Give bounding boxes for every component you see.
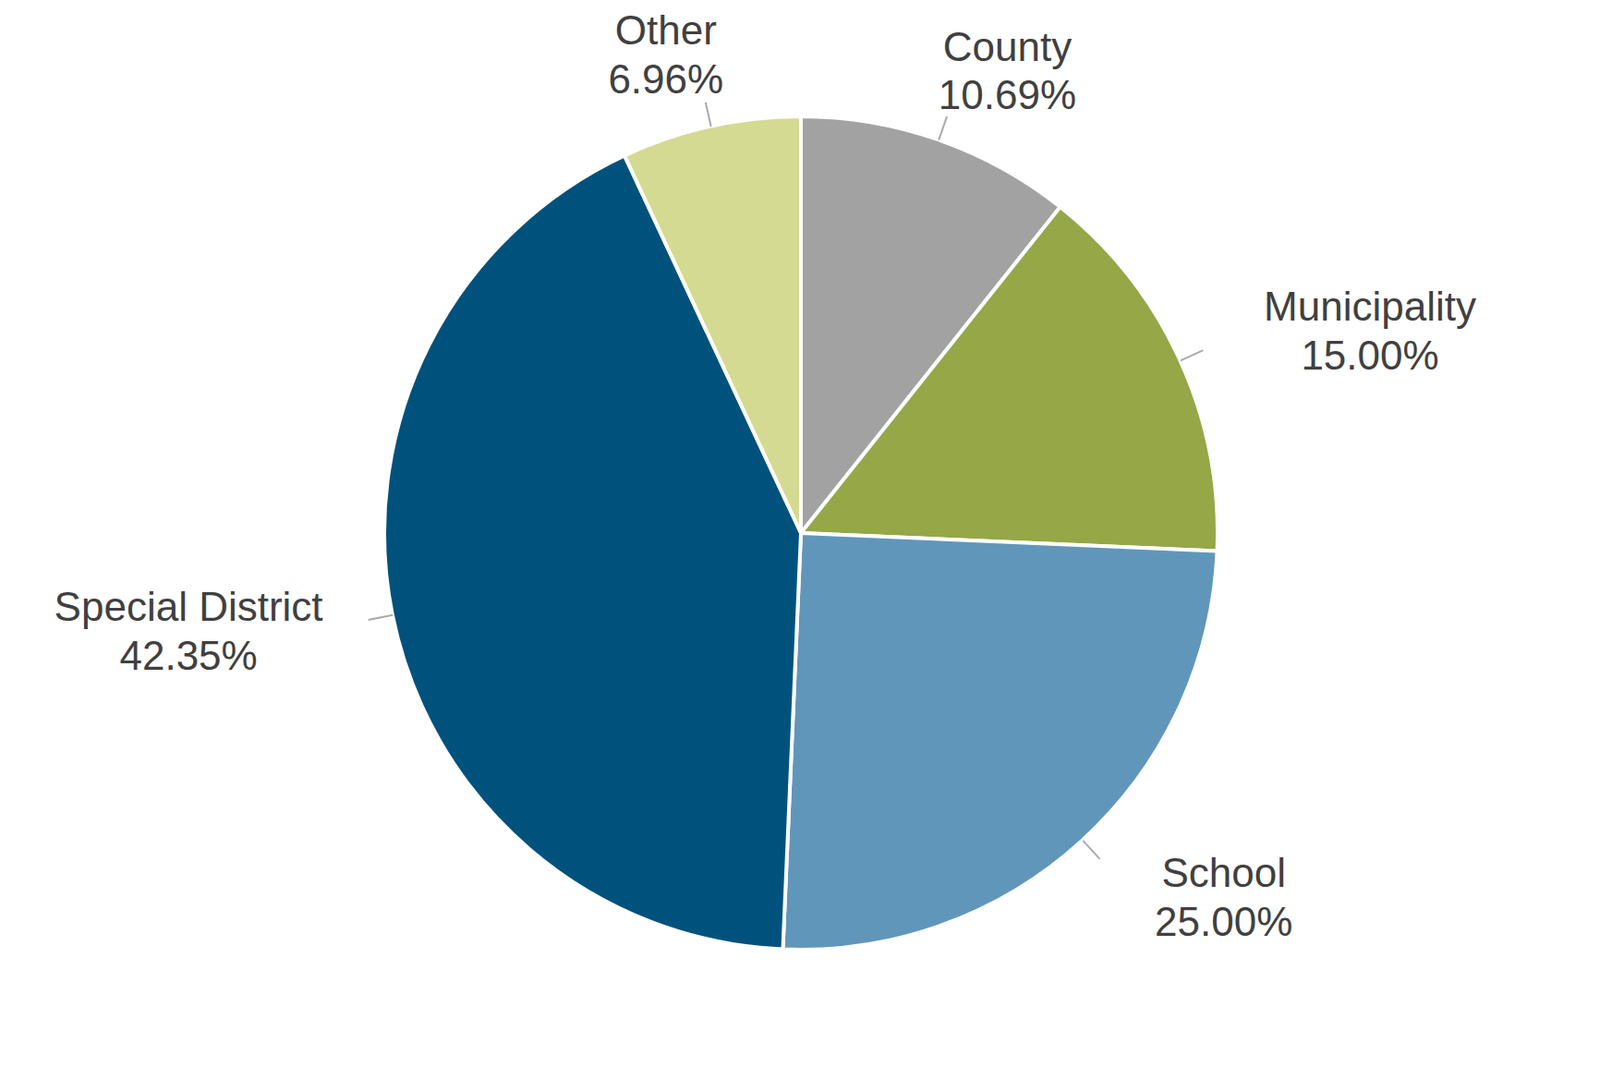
svg-text:Other6.96%: Other6.96% xyxy=(607,7,724,102)
svg-text:Municipality15.00%: Municipality15.00% xyxy=(1263,283,1477,378)
svg-text:Special District42.35%: Special District42.35% xyxy=(54,583,324,679)
svg-text:School25.00%: School25.00% xyxy=(1154,849,1293,945)
svg-text:County10.69%: County10.69% xyxy=(938,24,1077,119)
